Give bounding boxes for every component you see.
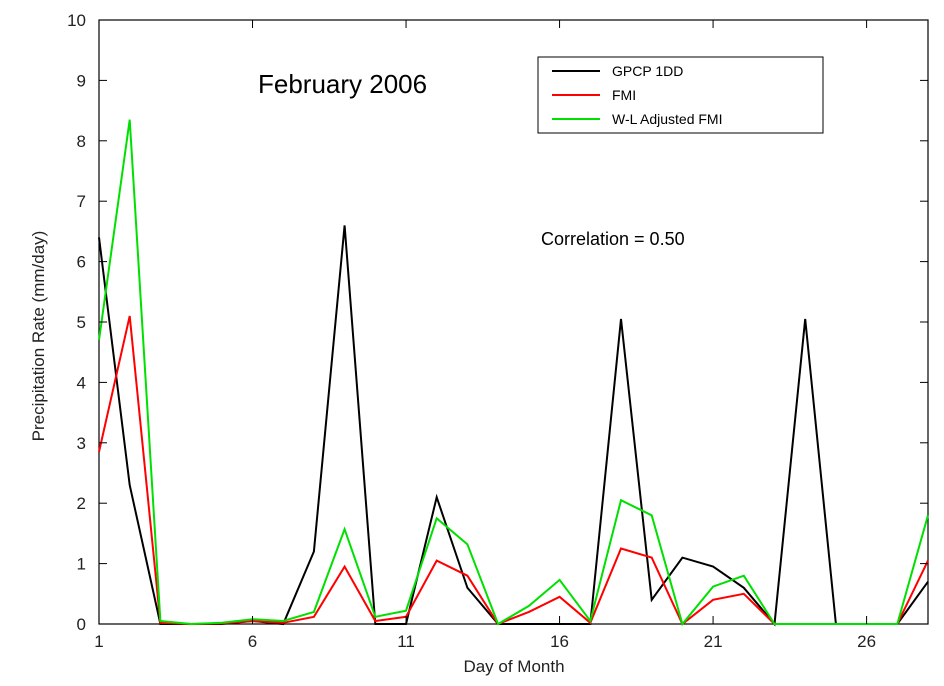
y-tick-label: 0 xyxy=(77,615,86,634)
y-tick-label: 5 xyxy=(77,313,86,332)
y-tick-label: 2 xyxy=(77,494,86,513)
series-line-gpcp-1dd xyxy=(98,225,929,627)
chart-title: February 2006 xyxy=(258,69,427,99)
x-tick-label: 6 xyxy=(248,632,257,651)
correlation-annotation: Correlation = 0.50 xyxy=(541,229,685,249)
series-line-w-l-adjusted-fmi xyxy=(98,119,929,627)
legend-label-gpcp: GPCP 1DD xyxy=(612,63,683,79)
y-tick-label: 3 xyxy=(77,434,86,453)
y-tick-label: 10 xyxy=(67,11,86,30)
y-tick-label: 1 xyxy=(77,555,86,574)
legend-label-fmi: FMI xyxy=(612,87,636,103)
y-tick-label: 4 xyxy=(77,373,86,392)
x-axis-title: Day of Month xyxy=(463,657,564,676)
legend-label-wl-adjusted-fmi: W-L Adjusted FMI xyxy=(612,111,722,127)
x-tick-label: 21 xyxy=(704,632,723,651)
x-tick-label: 26 xyxy=(857,632,876,651)
y-tick-label: 7 xyxy=(77,192,86,211)
series-layer xyxy=(98,119,929,627)
y-tick-label: 9 xyxy=(77,71,86,90)
series-line-fmi xyxy=(98,315,929,626)
y-tick-label: 6 xyxy=(77,253,86,272)
y-tick-label: 8 xyxy=(77,132,86,151)
x-tick-label: 16 xyxy=(550,632,569,651)
x-tick-label: 1 xyxy=(94,632,103,651)
legend: GPCP 1DD FMI W-L Adjusted FMI xyxy=(537,56,824,134)
y-axis-title: Precipitation Rate (mm/day) xyxy=(29,231,48,442)
x-tick-label: 11 xyxy=(397,632,415,651)
